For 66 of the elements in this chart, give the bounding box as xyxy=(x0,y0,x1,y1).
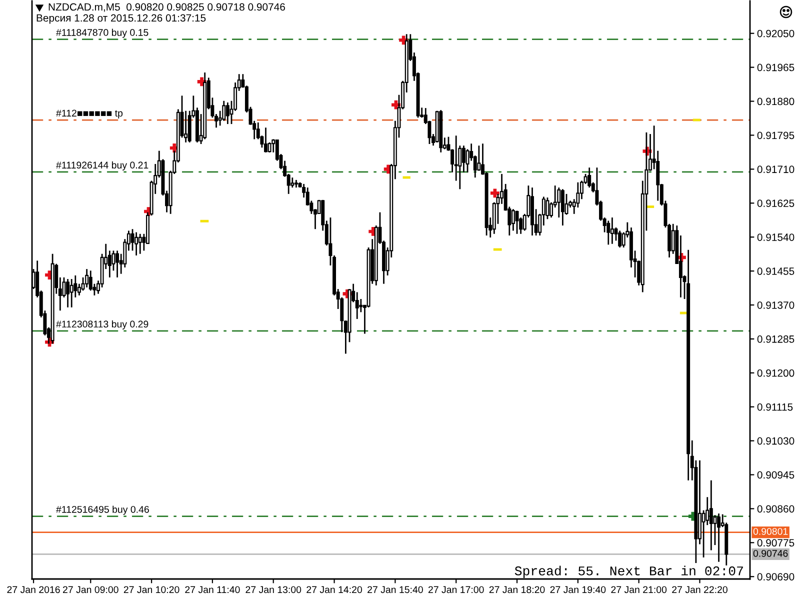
candlestick xyxy=(359,298,363,313)
candlestick xyxy=(477,144,481,172)
y-tick-label: 0.90775 xyxy=(757,539,794,547)
candlestick xyxy=(85,268,89,288)
candlestick xyxy=(709,480,713,551)
y-tick-label: 0.91370 xyxy=(757,301,794,309)
y-tick-label: 0.91200 xyxy=(757,369,794,377)
candlestick xyxy=(222,100,226,122)
x-tick-label: 27 Jan 14:20 xyxy=(306,586,362,594)
x-tick-label: 27 Jan 15:40 xyxy=(368,586,423,594)
candlestick xyxy=(618,230,622,248)
ref-line-label: #112■■■■■■ tp xyxy=(56,110,123,119)
candlestick xyxy=(138,233,142,255)
candlestick xyxy=(290,176,294,188)
text: Версия 1.28 от 2015.12.26 01:37:15 xyxy=(36,14,206,24)
candlestick xyxy=(560,188,564,226)
ref-line-label: #112308113 buy 0.29 xyxy=(56,320,148,330)
y-tick-label: 0.90690 xyxy=(757,573,794,580)
x-tick-label: 27 Jan 10:20 xyxy=(124,586,180,594)
ref-line-label: #111847870 buy 0.15 xyxy=(56,28,148,38)
candlestick xyxy=(88,270,92,292)
ref-line-label: #111926144 buy 0.21 xyxy=(56,161,148,170)
y-tick-label: 0.91625 xyxy=(757,200,794,207)
candlestick xyxy=(66,278,70,308)
candlestick xyxy=(116,250,120,278)
candlestick xyxy=(515,210,519,235)
x-tick-label: 27 Jan 13:00 xyxy=(246,586,302,594)
y-tick-label: 0.91710 xyxy=(757,166,794,174)
candlestick xyxy=(606,220,610,246)
candlestick xyxy=(511,208,515,232)
y-tick-label: 0.92050 xyxy=(757,30,794,38)
candlestick xyxy=(130,228,134,252)
candlestick xyxy=(717,512,721,563)
annotation: Spread: 55. Next Bar in 02:07 xyxy=(514,566,743,578)
y-tick-label: 0.90945 xyxy=(757,471,794,479)
x-tick-label: 27 Jan 19:40 xyxy=(550,586,606,594)
candlestick xyxy=(264,126,268,154)
candlestick xyxy=(134,232,138,256)
x-tick-label: 27 Jan 17:00 xyxy=(428,586,484,594)
candlestick xyxy=(462,144,466,174)
x-tick-label: 27 Jan 21:00 xyxy=(611,586,667,594)
x-tick-label: 27 Jan 2016 xyxy=(7,586,60,594)
y-tick-label: 0.91285 xyxy=(757,335,794,343)
candlestick xyxy=(70,278,74,308)
x-tick-label: 27 Jan 11:40 xyxy=(185,586,240,594)
candlestick xyxy=(610,216,614,245)
y-tick-label: 0.91455 xyxy=(757,268,794,275)
y-tick-label: 0.91030 xyxy=(757,437,794,445)
y-tick-label: 0.91540 xyxy=(757,234,794,241)
x-tick-label: 27 Jan 09:00 xyxy=(63,586,118,594)
y-tick-label: 0.91965 xyxy=(757,64,794,72)
point xyxy=(490,188,500,198)
point xyxy=(392,100,400,110)
ref-line-label: 0.90801 xyxy=(753,528,788,535)
y-tick-label: 0.91880 xyxy=(757,98,794,106)
chart-title: NZDCAD.m,M5 0.90820 0.90825 0.90718 0.90746 xyxy=(48,3,285,12)
y-tick-label: 0.91795 xyxy=(757,132,794,140)
x-tick-label: 27 Jan 22:20 xyxy=(672,586,728,594)
y-tick-label: 0.90860 xyxy=(757,505,794,513)
candlestick xyxy=(454,134,458,182)
y-tick-label: 0.91115 xyxy=(757,403,793,411)
candlestick xyxy=(226,102,230,125)
ref-line-label: #112516495 buy 0.46 xyxy=(56,506,149,515)
x-tick-label: 27 Jan 18:20 xyxy=(489,586,545,594)
ref-line-label: 0.90746 xyxy=(753,550,788,557)
candlestick xyxy=(588,166,592,188)
